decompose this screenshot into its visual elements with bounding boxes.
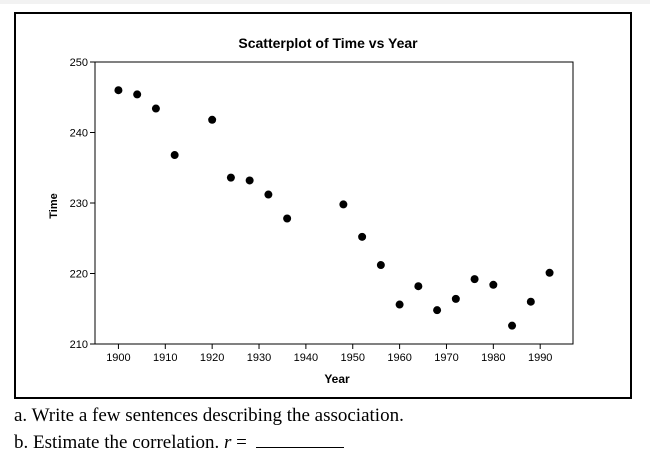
x-tick-label: 1960 [387,352,411,364]
x-tick-label: 1950 [341,352,365,364]
chart-frame [14,12,632,399]
x-tick-label: 1900 [106,352,130,364]
question-b: b. Estimate the correlation. r = [14,431,344,454]
data-point [395,300,404,309]
equals-sign: = [236,432,247,453]
x-tick-label: 1930 [247,352,271,364]
top-scan-strip [0,0,650,4]
plot-area [94,61,574,345]
data-points [114,86,554,330]
data-point [339,200,348,209]
y-tick-label: 240 [70,128,88,140]
y-tick-label: 220 [70,269,88,281]
data-point [470,275,479,284]
x-axis-label: Year [324,372,350,386]
data-point [133,90,142,99]
x-tick-label: 1990 [528,352,552,364]
data-point [114,86,123,95]
y-axis-ticks: 210 220 230 240 250 [70,57,95,351]
y-tick-label: 230 [70,198,88,210]
data-point [489,280,498,289]
answer-blank[interactable] [255,431,344,448]
data-point [451,294,460,303]
data-point [151,104,160,113]
data-point [264,190,273,199]
x-axis-ticks: 1900 1910 1920 1930 1940 1950 1960 1970 1980 1990 [106,344,552,364]
x-tick-label: 1980 [481,352,505,364]
data-point [226,173,235,182]
x-tick-label: 1910 [153,352,177,364]
y-axis-label: Time [48,193,60,218]
data-point [526,297,535,306]
data-point [170,151,179,160]
data-point [358,232,367,241]
data-point [414,282,423,291]
x-tick-label: 1970 [434,352,458,364]
x-tick-label: 1920 [200,352,224,364]
chart-title: Scatterplot of Time vs Year [238,35,418,51]
data-point [508,321,517,330]
correlation-variable: r [223,432,232,453]
data-point [283,214,292,223]
x-tick-label: 1940 [294,352,318,364]
question-a: a. Write a few sentences describing the … [14,405,404,426]
data-point [433,306,442,315]
question-b-text: b. Estimate the correlation. [14,432,220,453]
data-point [545,268,554,277]
data-point [245,176,254,185]
data-point [376,261,385,270]
y-tick-label: 250 [70,57,88,69]
y-tick-label: 210 [70,339,88,351]
data-point [208,115,217,124]
scatter-chart: Scatterplot of Time vs Year Time Year 19… [48,35,574,386]
